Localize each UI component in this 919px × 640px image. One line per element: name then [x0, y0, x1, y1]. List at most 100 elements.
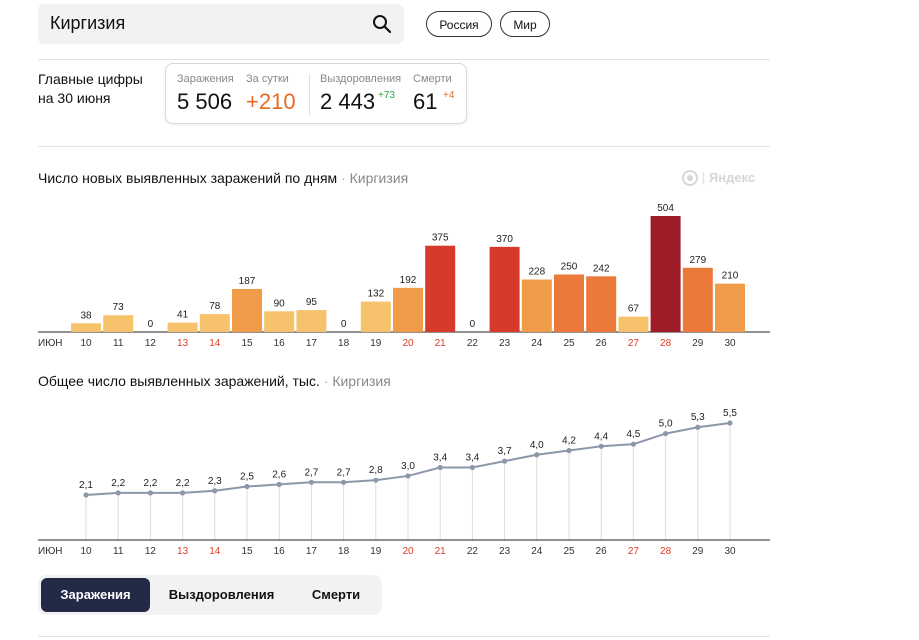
point-value-label: 2,7 [304, 467, 318, 478]
total-chart-title-text: Общее число выявленных заражений, тыс. [38, 373, 320, 389]
bar[interactable] [715, 283, 745, 332]
tab-infections[interactable]: Заражения [41, 578, 150, 612]
point-value-label: 2,3 [208, 476, 222, 487]
point-value-label: 4,0 [530, 440, 544, 451]
line-point[interactable] [437, 464, 443, 471]
line-point[interactable] [83, 492, 89, 498]
point-value-label: 3,4 [433, 452, 447, 463]
line-point[interactable] [469, 464, 475, 471]
bar-value-label: 67 [628, 304, 640, 315]
line-point[interactable] [598, 443, 604, 449]
divider [38, 636, 770, 637]
bar[interactable] [489, 246, 520, 332]
bar[interactable] [521, 279, 552, 332]
x-tick-label: 14 [209, 546, 221, 557]
point-value-label: 3,0 [401, 461, 415, 472]
x-tick-label: 23 [499, 546, 511, 557]
bar[interactable] [554, 274, 584, 332]
x-tick-label: 29 [692, 338, 704, 349]
infections-label: Заражения [177, 73, 234, 85]
bar-value-label: 370 [496, 234, 513, 245]
point-value-label: 3,7 [498, 446, 512, 457]
bar[interactable] [650, 216, 681, 332]
x-tick-label: 19 [370, 338, 382, 349]
bar[interactable] [618, 316, 649, 332]
daily-chart-region: Киргизия [349, 170, 409, 186]
point-value-label: 5,3 [691, 412, 705, 423]
x-tick-label: 20 [402, 338, 414, 349]
per-day-label: За сутки [246, 73, 289, 85]
line-point[interactable] [244, 483, 250, 490]
x-tick-label: 16 [274, 338, 286, 349]
line-point[interactable] [180, 490, 186, 496]
line-point[interactable] [341, 479, 347, 485]
line-point[interactable] [373, 477, 379, 483]
total-line-chart: 2,1 10 2,2 11 2,2 12 2,2 13 2,3 14 2,5 15 2,6 16 2,7 17… [38, 408, 770, 557]
x-tick-label: 13 [177, 546, 189, 557]
bar[interactable] [296, 310, 327, 332]
infections-value: 5 506 [177, 89, 233, 114]
total-chart-title: Общее число выявленных заражений, тыс. ·… [38, 373, 391, 389]
x-tick-label: 10 [80, 546, 92, 557]
bar-value-label: 73 [113, 302, 125, 313]
x-tick-label: 24 [531, 338, 543, 349]
bar[interactable] [167, 322, 198, 332]
bar[interactable] [393, 287, 423, 332]
line-point[interactable] [566, 447, 572, 454]
x-tick-label: 15 [241, 546, 253, 557]
bar-value-label: 0 [148, 319, 154, 330]
line-point[interactable] [663, 430, 669, 437]
line-point[interactable] [695, 424, 701, 430]
bar[interactable] [360, 301, 391, 332]
x-tick-label: 15 [241, 338, 253, 349]
point-value-label: 2,2 [143, 478, 157, 489]
search-box[interactable]: Киргизия [38, 4, 404, 44]
bar[interactable] [199, 314, 230, 332]
search-input[interactable]: Киргизия [50, 13, 126, 33]
search-icon[interactable] [372, 14, 392, 34]
bar-value-label: 132 [367, 289, 384, 300]
line-point[interactable] [727, 420, 733, 426]
line-point[interactable] [115, 490, 121, 496]
line-point[interactable] [405, 473, 411, 479]
bar-value-label: 210 [722, 271, 739, 282]
x-tick-label: 11 [113, 546, 124, 557]
line-point[interactable] [502, 458, 508, 464]
x-tick-label: 12 [145, 338, 157, 349]
bar-value-label: 0 [470, 319, 476, 330]
daily-bar-chart: ИЮН 38 10 73 11 0 12 41 13 78 14 187 15 90 16 95 17 0 18 13… [38, 203, 770, 349]
line-point[interactable] [147, 490, 153, 496]
x-tick-label: 22 [467, 546, 479, 557]
line-point[interactable] [308, 479, 314, 485]
bar[interactable] [71, 323, 101, 332]
deaths-value: 61 [413, 89, 438, 114]
x-tick-label: 21 [435, 546, 447, 557]
month-label: ИЮН [38, 546, 63, 557]
summary-label: Главные цифры на 30 июня [38, 71, 143, 106]
line-point[interactable] [276, 481, 282, 488]
bar[interactable] [425, 245, 456, 332]
bar[interactable] [682, 267, 713, 332]
point-value-label: 2,2 [111, 478, 125, 489]
x-tick-label: 27 [628, 338, 640, 349]
bar[interactable] [586, 276, 617, 332]
bar-value-label: 504 [657, 203, 674, 214]
divider [38, 146, 770, 147]
bar-value-label: 78 [209, 301, 221, 312]
world-button[interactable]: Мир [500, 11, 550, 37]
point-value-label: 2,2 [176, 478, 190, 489]
bar-value-label: 38 [80, 310, 92, 321]
tab-recovered[interactable]: Выздоровления [168, 587, 275, 602]
bar[interactable] [103, 315, 134, 332]
tab-deaths[interactable]: Смерти [311, 587, 361, 602]
yandex-logo-icon [682, 169, 698, 186]
russia-button[interactable]: Россия [426, 11, 492, 37]
line-point[interactable] [630, 441, 637, 447]
line-point[interactable] [534, 452, 540, 458]
x-tick-label: 22 [467, 338, 479, 349]
x-tick-label: 23 [499, 338, 511, 349]
x-tick-label: 18 [338, 546, 350, 557]
bar[interactable] [232, 288, 262, 332]
line-point[interactable] [212, 488, 218, 494]
bar[interactable] [264, 311, 295, 332]
